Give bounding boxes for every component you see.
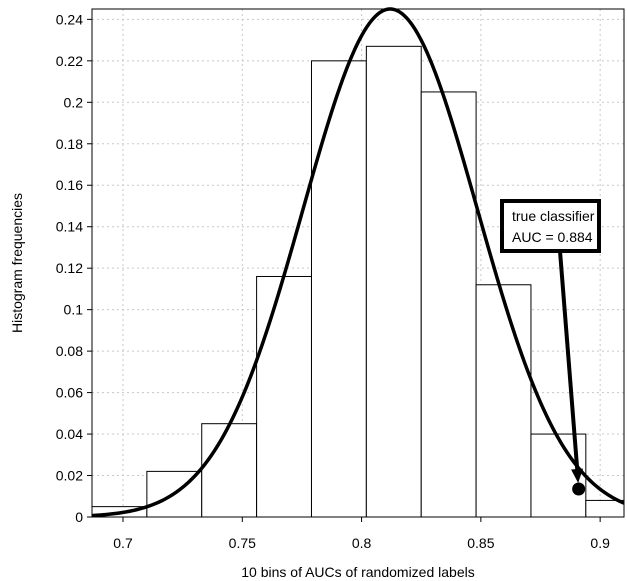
x-tick-label: 0.9 <box>590 535 610 551</box>
y-tick-label: 0 <box>75 509 83 525</box>
annotation-arrowhead <box>571 468 584 484</box>
y-tick-label: 0.22 <box>56 53 83 69</box>
histogram-bar-2 <box>201 423 258 518</box>
x-tick-label: 0.85 <box>467 535 494 551</box>
plot-frame <box>91 8 625 518</box>
y-tick-label: 0.18 <box>56 136 83 152</box>
annotation-line-1: true classifier <box>512 208 595 224</box>
x-tick-label: 0.8 <box>352 535 372 551</box>
y-tick-label: 0.08 <box>56 343 83 359</box>
y-tick-label: 0.24 <box>56 11 83 27</box>
y-tick-label: 0.02 <box>56 468 83 484</box>
x-axis-title: 10 bins of AUCs of randomized labels <box>241 564 474 580</box>
histogram-bars <box>91 45 625 518</box>
y-tick-label: 0.16 <box>56 177 83 193</box>
histogram-bar-9 <box>585 499 625 518</box>
y-axis-title: Histogram frequencies <box>9 193 25 333</box>
normal-fit-curve <box>91 7 625 518</box>
annotation-arrow <box>558 250 580 476</box>
true-classifier-marker <box>572 482 586 496</box>
histogram-bar-5 <box>365 45 422 518</box>
y-tick-label: 0.04 <box>56 426 83 442</box>
histogram-bar-4 <box>310 60 367 518</box>
y-tick-label: 0.14 <box>56 219 83 235</box>
x-axis-ticks: 0.7 0.75 0.8 0.85 0.9 <box>113 517 610 551</box>
x-tick-label: 0.75 <box>229 535 256 551</box>
y-tick-label: 0.2 <box>64 94 84 110</box>
histogram-bar-7 <box>475 284 532 518</box>
x-tick-label: 0.7 <box>113 535 133 551</box>
annotation-box <box>500 199 601 253</box>
y-tick-label: 0.1 <box>64 302 84 318</box>
annotation: true classifier AUC = 0.884 <box>500 199 601 496</box>
annotation-line-2: AUC = 0.884 <box>512 229 593 245</box>
histogram-bar-6 <box>420 91 477 518</box>
y-tick-label: 0.06 <box>56 385 83 401</box>
y-axis-ticks: 0 0.02 0.04 0.06 0.08 0.1 0.12 0.14 0.16 0.18 0.2 0… <box>56 11 92 525</box>
y-tick-label: 0.12 <box>56 260 83 276</box>
histogram-bar-3 <box>256 275 312 518</box>
